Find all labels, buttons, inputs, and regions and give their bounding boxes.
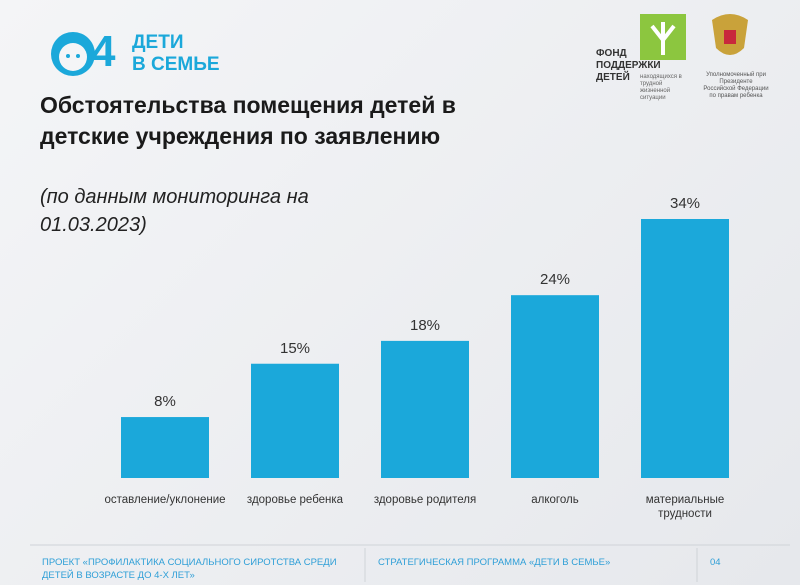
value-label: 34% <box>669 195 701 212</box>
fund-note: находящихся в трудной жизненной ситуации <box>640 74 682 101</box>
logo-eye <box>76 54 80 58</box>
ombudsman: Уполномоченный при Президенте Российской… <box>703 72 769 99</box>
fund-line: ФОНД <box>596 48 627 59</box>
value-label: 15% <box>279 339 311 357</box>
x-tick-label: материальные трудности <box>645 494 725 520</box>
x-tick-label: здоровье родителя <box>373 494 477 506</box>
x-tick-label: оставление/уклонение <box>104 494 226 506</box>
value-label: 18% <box>409 316 441 334</box>
logo-line: ДЕТИ <box>132 32 184 53</box>
logo-eye <box>66 54 70 58</box>
logo-line: В СЕМЬЕ <box>132 54 220 75</box>
chart-subtitle: (по данным мониторинга на 01.03.2023) <box>40 186 309 236</box>
logo-digit: 4 <box>91 27 116 76</box>
fund-text: ФОНД ПОДДЕРЖКИ ДЕТЕЙ <box>596 48 661 84</box>
emblem-shield <box>724 30 736 44</box>
bar <box>381 340 469 478</box>
footer-project: ПРОЕКТ «ПРОФИЛАКТИКА СОЦИАЛЬНОГО СИРОТСТ… <box>42 557 337 581</box>
value-label: 24% <box>539 271 571 289</box>
x-tick-label: здоровье ребенка <box>246 494 344 506</box>
logo-text: ДЕТИ В СЕМЬЕ <box>132 32 220 76</box>
fund-line: ДЕТЕЙ <box>596 72 630 83</box>
bar <box>251 363 339 478</box>
footer-page: 04 <box>710 557 721 568</box>
value-label: 8% <box>154 393 176 411</box>
logo-face-inner <box>59 43 87 71</box>
footer-program: СТРАТЕГИЧЕСКАЯ ПРОГРАММА «ДЕТИ В СЕМЬЕ» <box>378 557 611 568</box>
fund-hand <box>650 22 676 55</box>
fund-line: ПОДДЕРЖКИ <box>596 60 661 71</box>
bar <box>511 295 599 478</box>
bar <box>121 417 209 478</box>
bar <box>641 219 729 478</box>
x-tick-label: алкоголь <box>531 494 579 506</box>
chart-title: Обстоятельства помещения детей в детские… <box>40 92 456 149</box>
